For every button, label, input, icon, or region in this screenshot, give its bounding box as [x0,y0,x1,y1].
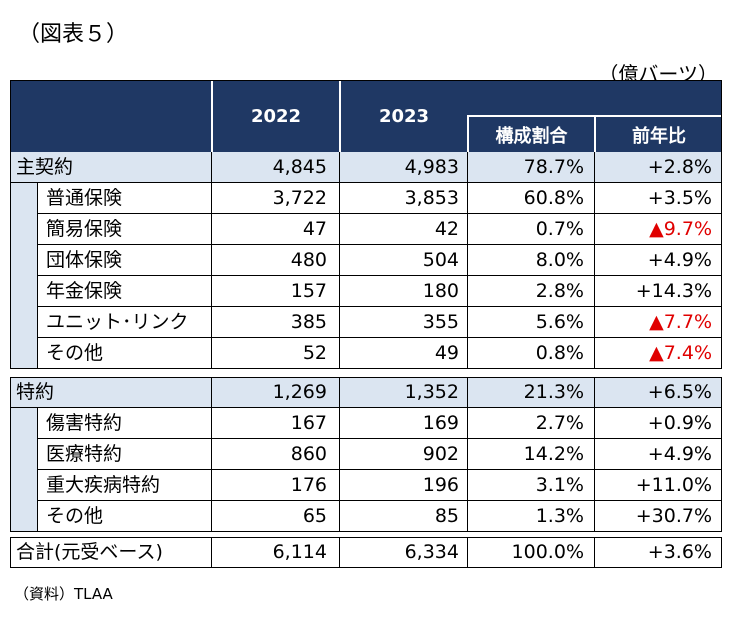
value-2022: 47 [302,218,327,240]
value-share: 1.3% [535,505,584,527]
value-2023: 180 [422,280,459,302]
row-label: ユニット･リンク [46,311,189,333]
value-2022: 480 [290,249,327,271]
value-share: 100.0% [511,541,584,563]
table-row: 団体保険 480 504 8.0% +4.9% [10,245,722,276]
value-2022: 65 [302,505,327,527]
value-2023: 6,334 [404,541,459,563]
value-share: 0.7% [535,218,584,240]
value-share: 21.3% [523,381,584,403]
value-share: 3.1% [535,474,584,496]
value-2022: 157 [290,280,327,302]
value-2023: 504 [422,249,459,271]
table-frame-rider [10,377,722,532]
value-yoy: ▲9.7% [649,218,712,240]
value-share: 60.8% [523,187,584,209]
value-share: 5.6% [535,311,584,333]
row-label: 傷害特約 [46,412,123,434]
table-frame-main [10,80,722,369]
value-2023: 85 [434,505,459,527]
header-yoy: 前年比 [632,125,686,147]
value-2023: 4,983 [404,156,459,178]
value-yoy: +6.5% [647,381,712,403]
table-frame-total [10,537,722,568]
value-share: 2.7% [535,412,584,434]
value-share: 2.8% [535,280,584,302]
value-2022: 176 [290,474,327,496]
value-yoy: +14.3% [635,280,712,302]
row-label: 合計(元受ベース) [16,541,163,563]
table-row: 普通保険 3,722 3,853 60.8% +3.5% [10,183,722,214]
header-share: 構成割合 [495,125,568,147]
value-2023: 49 [434,342,459,364]
value-2023: 3,853 [404,187,459,209]
row-label: 医療特約 [46,443,123,465]
table-row: 医療特約 860 902 14.2% +4.9% [10,439,722,470]
value-yoy: +0.9% [647,412,712,434]
row-label: 普通保険 [46,187,123,209]
value-2023: 196 [422,474,459,496]
header-2023: 2023 [378,105,430,127]
value-yoy: ▲7.4% [649,342,712,364]
value-2023: 355 [422,311,459,333]
row-label: 団体保険 [46,249,123,271]
value-yoy: +3.5% [647,187,712,209]
value-yoy: +11.0% [635,474,712,496]
value-2022: 52 [302,342,327,364]
value-yoy: ▲7.7% [649,311,712,333]
source-note: （資料）TLAA [14,585,113,603]
value-yoy: +4.9% [647,249,712,271]
value-share: 78.7% [523,156,584,178]
group-row: 主契約 4,845 4,983 78.7% +2.8% [10,152,722,183]
row-label: 特約 [16,381,55,403]
value-2022: 3,722 [272,187,327,209]
value-2022: 4,845 [272,156,327,178]
value-share: 0.8% [535,342,584,364]
row-label: その他 [46,505,104,527]
figure-caption: （図表５） [18,22,129,47]
value-2022: 860 [290,443,327,465]
value-2022: 6,114 [272,541,327,563]
value-2022: 167 [290,412,327,434]
value-2022: 385 [290,311,327,333]
table-row: 傷害特約 167 169 2.7% +0.9% [10,408,722,439]
premium-table: 2022 2023 構成割合 前年比 主契約 4,845 4,983 78.7% +2.… [10,80,722,577]
header-2022: 2022 [250,105,302,127]
row-label: その他 [46,342,104,364]
value-yoy: +4.9% [647,443,712,465]
table-row: 重大疾病特約 176 196 3.1% +11.0% [10,470,722,501]
total-row: 合計(元受ベース) 6,114 6,334 100.0% +3.6% [10,537,722,568]
indent-band [10,183,38,369]
row-label: 年金保険 [46,280,123,302]
value-yoy: +2.8% [647,156,712,178]
value-2022: 1,269 [272,381,327,403]
value-2023: 42 [434,218,459,240]
row-label: 主契約 [16,156,74,178]
table-row: 簡易保険 47 42 0.7% ▲9.7% [10,214,722,245]
table-header: 2022 2023 構成割合 前年比 [10,80,722,152]
group-row: 特約 1,269 1,352 21.3% +6.5% [10,377,722,408]
table-row: 年金保険 157 180 2.8% +14.3% [10,276,722,307]
indent-band [10,408,38,532]
row-label: 簡易保険 [46,218,123,240]
table-row: ユニット･リンク 385 355 5.6% ▲7.7% [10,307,722,338]
value-2023: 169 [422,412,459,434]
value-yoy: +3.6% [647,541,712,563]
value-share: 8.0% [535,249,584,271]
value-2023: 902 [422,443,459,465]
row-label: 重大疾病特約 [46,474,161,496]
value-share: 14.2% [523,443,584,465]
value-2023: 1,352 [404,381,459,403]
value-yoy: +30.7% [635,505,712,527]
